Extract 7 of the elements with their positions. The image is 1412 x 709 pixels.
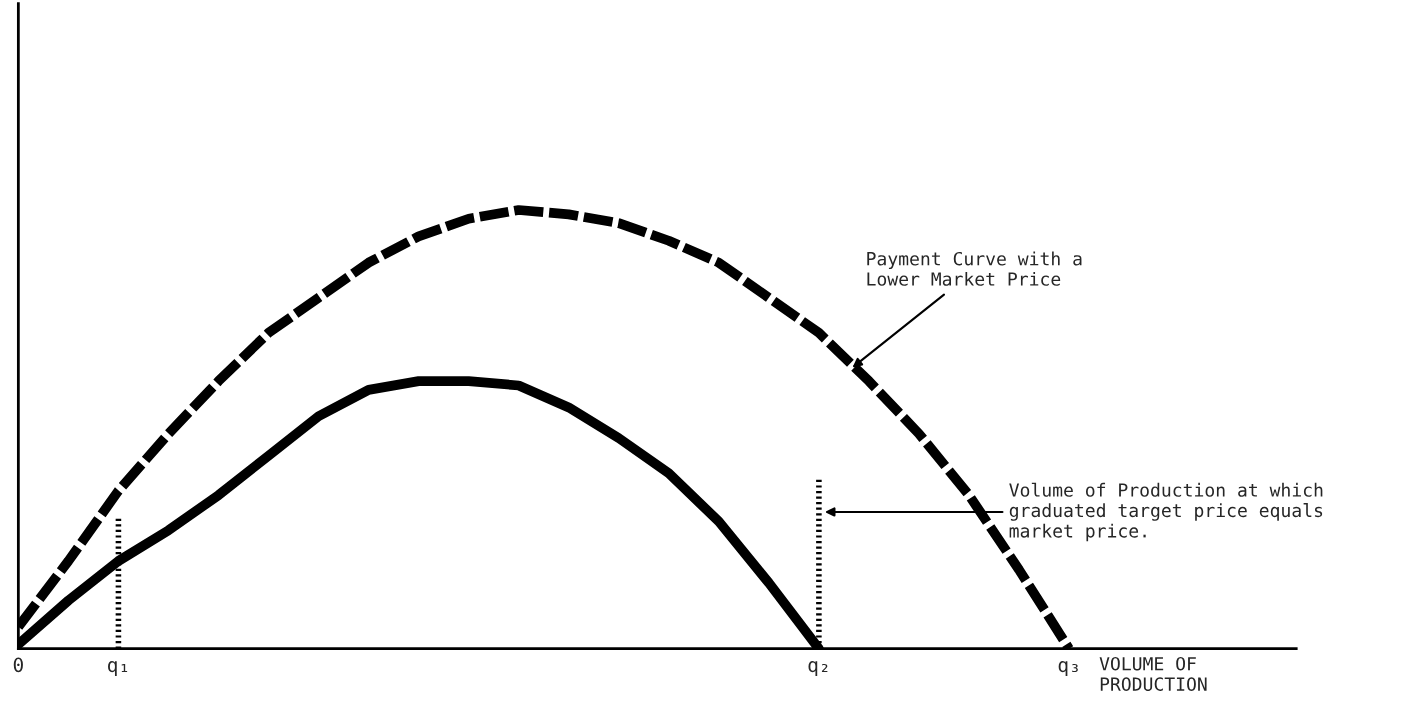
x-axis-title: VOLUME OF PRODUCTION [1099,656,1207,691]
x-tick-label: q₁ [108,661,128,676]
annotation: Volume of Production at which graduated target price equals market price. [1009,482,1323,542]
annotation: Payment Curve with a Lower Market Price [867,251,1082,286]
x-tick-label: q₂ [808,661,828,676]
x-tick-label: q₃ [1058,661,1078,676]
x-tick-label: 0 [13,657,23,673]
